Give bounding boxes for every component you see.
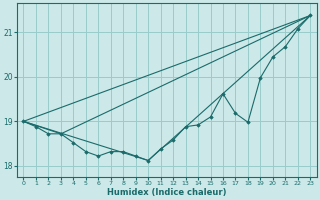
X-axis label: Humidex (Indice chaleur): Humidex (Indice chaleur) <box>107 188 227 197</box>
